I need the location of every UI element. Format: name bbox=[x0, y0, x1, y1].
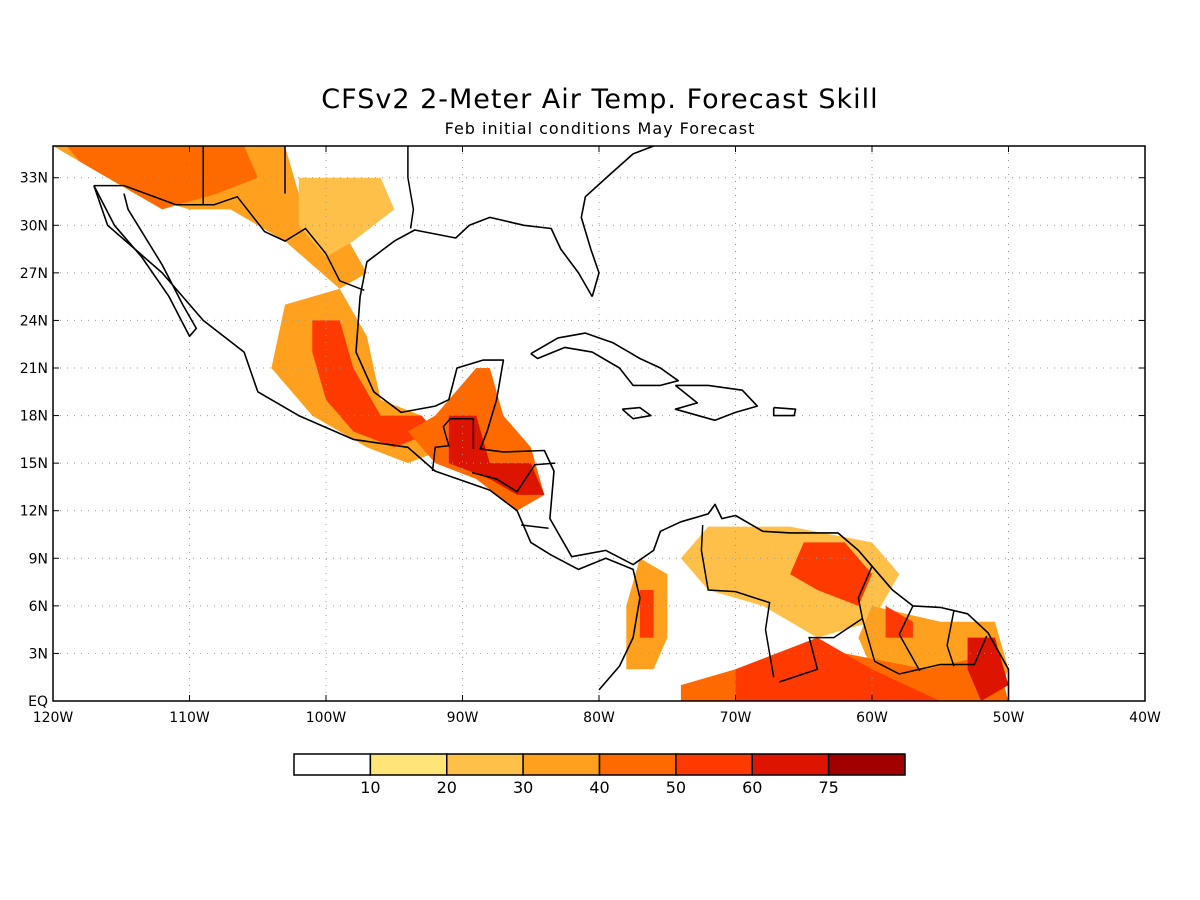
colorbar-label: 40 bbox=[589, 778, 609, 797]
border-texas-louisiana bbox=[407, 146, 415, 229]
skill-region-mexico-central-core bbox=[312, 320, 436, 448]
lon-label: 100W bbox=[306, 710, 347, 726]
lon-label: 80W bbox=[583, 710, 615, 726]
lat-label: 24N bbox=[20, 313, 48, 329]
colorbar-swatch bbox=[675, 753, 753, 776]
border-guyana-suriname bbox=[898, 605, 921, 672]
map-subtitle: Feb initial conditions May Forecast bbox=[444, 119, 756, 138]
coastline-hispaniola bbox=[674, 384, 759, 422]
border-brazil-guianas bbox=[861, 618, 988, 675]
skill-region-guianas-core bbox=[885, 605, 913, 638]
coastline-baja-california bbox=[93, 185, 198, 338]
border-suriname-french-guiana bbox=[946, 610, 955, 667]
lon-label: 90W bbox=[447, 710, 479, 726]
colorbar-swatch bbox=[522, 753, 601, 776]
skill-region-amazon-core bbox=[735, 637, 941, 701]
colorbar-swatch bbox=[598, 753, 677, 776]
coastlines-and-borders bbox=[93, 146, 1010, 701]
lat-label: EQ bbox=[28, 694, 48, 710]
lat-label: 15N bbox=[20, 456, 48, 472]
lon-label: 110W bbox=[169, 710, 210, 726]
lon-label: 60W bbox=[856, 710, 888, 726]
skill-region-colombia-west-core bbox=[639, 590, 654, 638]
border-venezuela-guyana bbox=[778, 565, 873, 683]
lat-label: 33N bbox=[20, 171, 48, 187]
lat-label: 30N bbox=[20, 218, 48, 234]
colorbar-swatch bbox=[369, 753, 448, 776]
border-us-mexico-border bbox=[93, 184, 365, 291]
lon-label: 70W bbox=[720, 710, 752, 726]
colorbar-label: 60 bbox=[742, 778, 762, 797]
map-title: CFSv2 2-Meter Air Temp. Forecast Skill bbox=[321, 84, 879, 115]
lat-label: 3N bbox=[29, 646, 48, 662]
border-colombia-venezuela bbox=[700, 524, 775, 678]
lon-label: 40W bbox=[1129, 710, 1161, 726]
coastline-cuba bbox=[530, 332, 680, 387]
lat-label: 27N bbox=[20, 266, 48, 282]
colorbar-swatch bbox=[293, 753, 372, 776]
coastline-puerto-rico bbox=[772, 406, 797, 417]
lat-label: 21N bbox=[20, 361, 48, 377]
skill-region-southwest-us-core bbox=[66, 146, 258, 210]
map-frame bbox=[52, 145, 1146, 702]
border-honduras-nicaragua bbox=[471, 462, 556, 493]
lat-label: 9N bbox=[29, 551, 48, 567]
latitude-labels: 33N 30N 27N 24N 21N 18N 15N 12N 9N 6N 3N EQ bbox=[20, 171, 1145, 710]
colorbar: 10 20 30 40 50 60 75 bbox=[293, 753, 906, 797]
colorbar-label: 75 bbox=[818, 778, 838, 797]
coastline-jamaica bbox=[621, 406, 652, 420]
lat-label: 6N bbox=[29, 599, 48, 615]
colorbar-swatch bbox=[446, 753, 524, 776]
lon-label: 120W bbox=[33, 710, 74, 726]
colorbar-label: 10 bbox=[360, 778, 380, 797]
lat-label: 18N bbox=[20, 409, 48, 425]
colorbar-label: 50 bbox=[666, 778, 686, 797]
skill-region-texas-interior bbox=[298, 177, 395, 257]
lat-label: 12N bbox=[20, 504, 48, 520]
coastline-north-america-gulf-coast bbox=[93, 185, 641, 691]
colorbar-swatch bbox=[827, 753, 906, 776]
skill-shading bbox=[53, 146, 1009, 701]
colorbar-swatch bbox=[751, 753, 830, 776]
gridlines bbox=[53, 146, 1145, 701]
coastline-atlantic-coast-us bbox=[580, 146, 654, 297]
coastline-gulf-of-mexico bbox=[355, 216, 1010, 701]
colorbar-label: 30 bbox=[513, 778, 533, 797]
border-nicaragua-costa-rica bbox=[521, 524, 549, 529]
colorbar-label: 20 bbox=[437, 778, 457, 797]
longitude-labels: 120W 110W 100W 90W 80W 70W 60W 50W 40W bbox=[33, 146, 1161, 726]
border-guatemala-mexico bbox=[431, 417, 474, 472]
lon-label: 50W bbox=[993, 710, 1025, 726]
